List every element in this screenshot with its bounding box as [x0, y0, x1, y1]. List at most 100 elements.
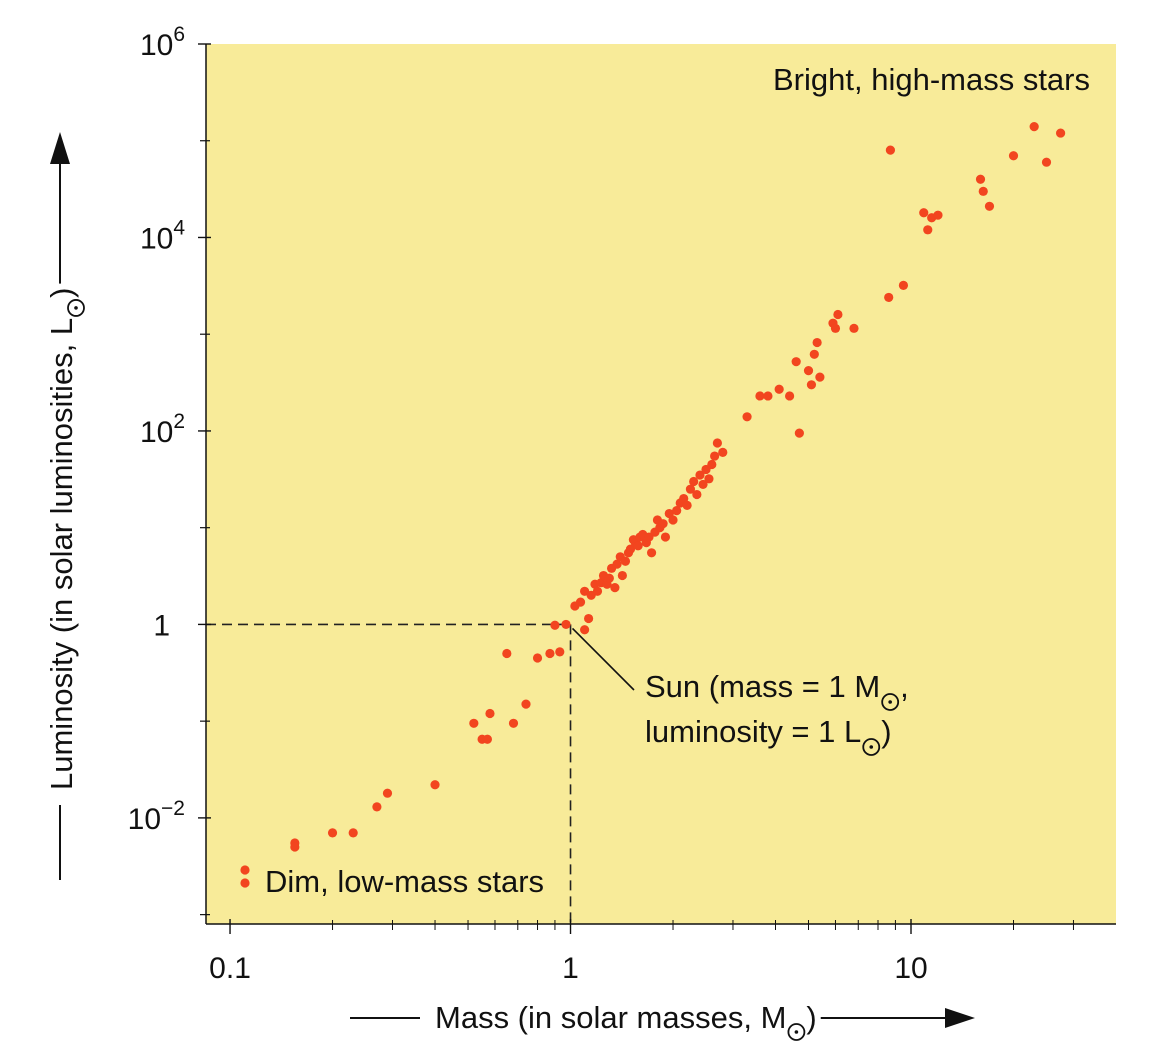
sun-symbol-mass-axis — [787, 1023, 806, 1041]
data-point — [532, 653, 543, 663]
data-point — [550, 620, 560, 630]
sun-symbol-luminosity-axis-ring — [67, 299, 85, 317]
data-point — [742, 412, 752, 422]
data-point — [809, 349, 819, 359]
data-point — [604, 573, 614, 583]
data-point — [806, 380, 817, 390]
data-point — [545, 648, 555, 659]
annotation-sun-mass: Sun (mass = 1 M — [645, 669, 880, 704]
data-point — [685, 484, 696, 494]
data-point — [919, 208, 929, 218]
data-point — [679, 493, 689, 504]
y-tick-base: 10 — [140, 222, 173, 255]
x-tick-label: 1 — [562, 952, 579, 985]
data-point — [1041, 157, 1052, 167]
x-axis-arrow-head — [945, 1008, 975, 1028]
y-tick-base: 10 — [140, 416, 173, 449]
y-tick-base: 10 — [128, 803, 161, 836]
data-point — [923, 225, 933, 235]
y-tick-base: 10 — [140, 29, 173, 62]
annotation-sun-luminosity-paren: ) — [881, 714, 891, 749]
sun-symbol-luminosity-ring — [862, 738, 881, 756]
data-point — [382, 788, 393, 798]
data-point — [712, 438, 722, 448]
annotation-sun-mass-comma: , — [900, 669, 909, 704]
sun-symbol-mass-ring — [881, 693, 900, 711]
annotation-sun-luminosity: luminosity = 1 L — [645, 714, 861, 749]
sun-symbol-mass-dot — [888, 700, 892, 704]
data-point — [561, 619, 571, 630]
data-point — [290, 842, 300, 852]
data-point — [646, 548, 657, 558]
data-point — [849, 323, 859, 333]
data-point — [502, 648, 512, 659]
y-axis-label-group: Luminosity (in solar luminosities, L) — [44, 288, 85, 790]
data-point — [704, 474, 714, 484]
y-tick-base: 1 — [153, 609, 170, 642]
y-tick-label: 1 — [153, 609, 170, 642]
data-point — [485, 708, 495, 719]
data-point — [580, 625, 590, 635]
data-point — [620, 556, 631, 566]
annotation-dim-low-mass: Dim, low-mass stars — [265, 864, 544, 899]
x-axis-label-paren: ) — [806, 1000, 816, 1035]
data-point — [898, 280, 909, 290]
data-point — [718, 447, 728, 458]
data-point — [469, 718, 479, 728]
data-point — [710, 451, 720, 461]
data-point — [612, 559, 622, 569]
sun-symbol-mass-axis-ring — [787, 1023, 806, 1041]
data-point — [668, 515, 678, 525]
data-point — [695, 470, 705, 480]
dim-marker-dot-lower — [240, 878, 250, 888]
data-point — [755, 391, 765, 401]
sun-symbol-luminosity — [862, 738, 881, 756]
data-point — [698, 479, 708, 490]
y-axis-arrow-head — [50, 132, 70, 164]
sun-symbol-luminosity-axis-dot — [74, 306, 78, 310]
data-point — [692, 489, 702, 500]
data-point — [884, 292, 894, 303]
data-point — [625, 544, 636, 554]
data-point — [975, 174, 986, 184]
data-point — [815, 372, 825, 382]
data-point — [763, 391, 773, 401]
annotation-bright-high-mass: Bright, high-mass stars — [773, 62, 1090, 97]
data-point — [774, 384, 784, 394]
y-axis-label: Luminosity (in solar luminosities, L — [44, 318, 79, 790]
data-point — [633, 541, 643, 551]
data-point — [1055, 128, 1066, 138]
data-point — [430, 780, 440, 790]
data-point — [583, 613, 594, 624]
data-point — [327, 828, 338, 838]
data-point — [885, 145, 896, 155]
data-point — [791, 357, 801, 367]
data-point — [812, 337, 822, 348]
data-point — [978, 186, 988, 196]
x-tick-label: 0.1 — [209, 952, 251, 985]
data-point — [689, 476, 699, 487]
y-tick-exponent: 4 — [173, 216, 185, 239]
y-tick-label: 10−2 — [128, 797, 185, 836]
y-tick-label: 104 — [140, 216, 185, 255]
data-point — [348, 828, 358, 838]
data-point — [575, 597, 586, 607]
data-point — [580, 586, 590, 596]
plot-background — [206, 44, 1116, 924]
data-point — [833, 309, 843, 320]
y-tick-label: 106 — [140, 23, 185, 62]
sun-callout-line — [571, 627, 635, 691]
data-point — [830, 323, 841, 333]
data-point — [610, 583, 620, 593]
x-tick-label: 10 — [894, 952, 927, 985]
data-point — [372, 802, 382, 812]
sun-symbol-mass-axis-dot — [794, 1030, 799, 1034]
y-tick-exponent: 6 — [173, 23, 185, 46]
data-point — [707, 459, 717, 470]
sun-symbol-luminosity-dot — [869, 745, 874, 749]
data-point — [508, 718, 519, 728]
y-tick-label: 102 — [140, 410, 185, 449]
data-point — [682, 500, 692, 510]
sun-symbol-luminosity-axis — [67, 299, 85, 317]
